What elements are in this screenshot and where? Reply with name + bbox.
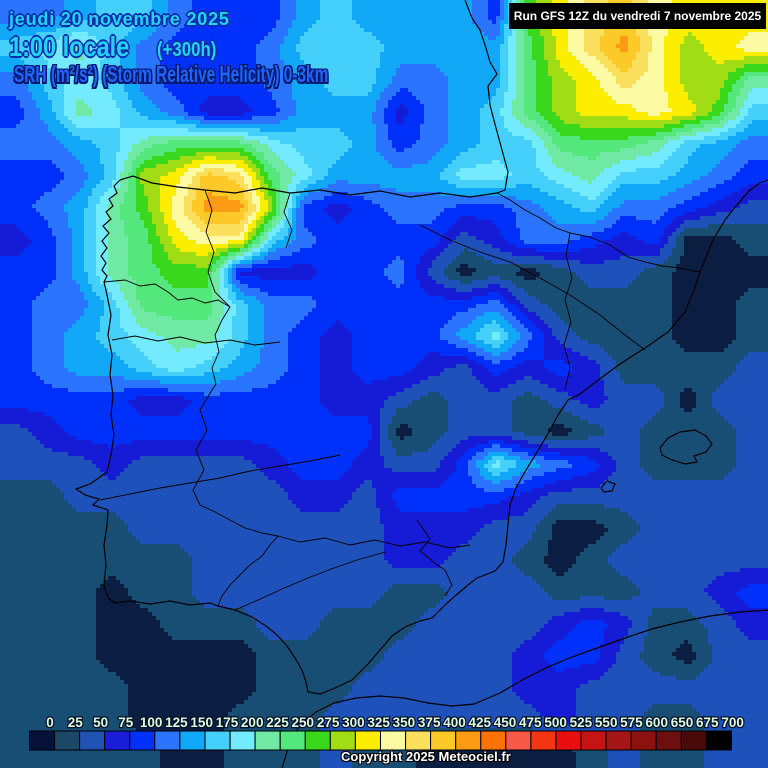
svg-text:75: 75	[118, 715, 134, 730]
svg-text:300: 300	[342, 715, 365, 730]
svg-text:250: 250	[292, 715, 315, 730]
svg-text:600: 600	[645, 715, 668, 730]
svg-text:175: 175	[216, 715, 239, 730]
svg-text:150: 150	[190, 715, 213, 730]
svg-text:200: 200	[241, 715, 264, 730]
svg-text:400: 400	[443, 715, 466, 730]
svg-text:350: 350	[393, 715, 416, 730]
svg-text:225: 225	[266, 715, 289, 730]
svg-text:275: 275	[317, 715, 340, 730]
svg-text:100: 100	[140, 715, 163, 730]
svg-text:525: 525	[570, 715, 593, 730]
svg-text:50: 50	[93, 715, 108, 730]
svg-text:500: 500	[544, 715, 567, 730]
svg-text:650: 650	[671, 715, 694, 730]
svg-text:125: 125	[165, 715, 188, 730]
svg-text:450: 450	[494, 715, 517, 730]
svg-text:550: 550	[595, 715, 618, 730]
svg-text:325: 325	[367, 715, 390, 730]
svg-text:700: 700	[721, 715, 744, 730]
svg-text:425: 425	[469, 715, 492, 730]
svg-text:375: 375	[418, 715, 441, 730]
svg-text:675: 675	[696, 715, 719, 730]
svg-text:575: 575	[620, 715, 643, 730]
svg-text:25: 25	[68, 715, 84, 730]
svg-text:475: 475	[519, 715, 542, 730]
svg-text:0: 0	[46, 715, 54, 730]
